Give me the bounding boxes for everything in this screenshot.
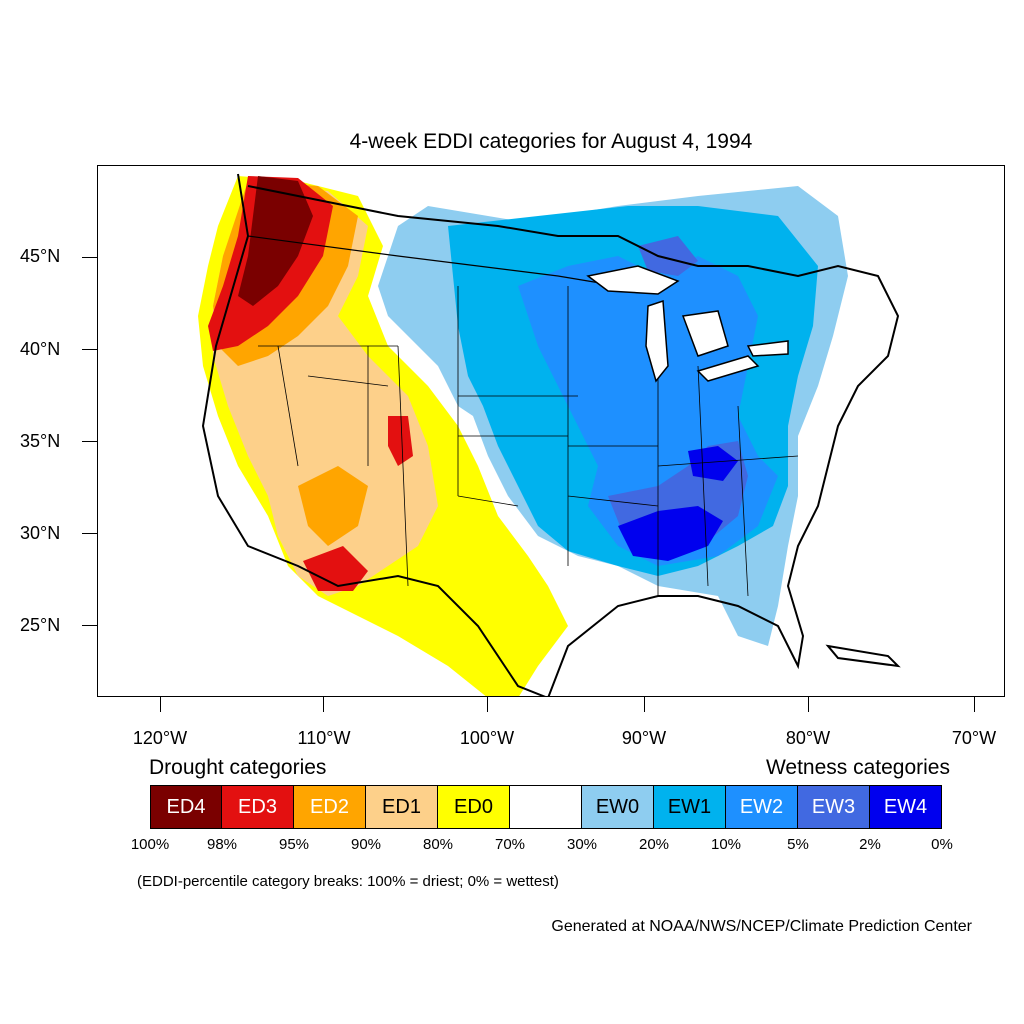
legend-break-label: 98% — [206, 836, 238, 853]
map-panel — [97, 165, 1005, 697]
drought-regions — [198, 176, 568, 696]
legend-break-label: 5% — [787, 836, 809, 853]
lon-tick — [487, 697, 488, 712]
legend-box-ew2: EW2 — [726, 785, 798, 829]
ed4-region — [238, 176, 313, 306]
lon-label-100: 100°W — [459, 728, 515, 748]
legend-break-label: 10% — [710, 836, 742, 853]
lake-superior — [586, 265, 680, 295]
lat-label-30: 30°N — [20, 523, 61, 543]
drought-heading: Drought categories — [149, 756, 327, 779]
lon-tick — [974, 697, 975, 712]
lon-label-80: 80°W — [785, 728, 831, 748]
legend-color-bar: ED4 ED3 ED2 ED1 ED0 EW0 EW1 EW2 EW3 EW4 — [150, 785, 942, 829]
legend-break-label: 80% — [422, 836, 454, 853]
lat-label-35: 35°N — [20, 431, 61, 451]
legend-break-label: 70% — [494, 836, 526, 853]
ew3-region-north — [638, 236, 698, 276]
legend-box-ed3: ED3 — [222, 785, 294, 829]
lon-tick — [160, 697, 161, 712]
lake-erie — [696, 355, 760, 382]
ew4-region — [618, 506, 723, 561]
legend-break-label: 100% — [130, 836, 170, 853]
legend-box-neutral — [510, 785, 582, 829]
legend-box-ed4: ED4 — [150, 785, 222, 829]
ew4-region-tn — [688, 446, 738, 481]
wetness-heading: Wetness categories — [765, 756, 950, 779]
ed3-region-co — [388, 416, 413, 466]
ed2-region-nm — [298, 466, 368, 546]
legend-box-ed0: ED0 — [438, 785, 510, 829]
legend-break-label: 0% — [931, 836, 953, 853]
lat-tick — [82, 257, 97, 258]
legend-break-label: 20% — [638, 836, 670, 853]
lat-label-45: 45°N — [20, 246, 61, 266]
legend-box-ed2: ED2 — [294, 785, 366, 829]
legend-box-ew3: EW3 — [798, 785, 870, 829]
lon-tick — [323, 697, 324, 712]
legend-break-label: 90% — [350, 836, 382, 853]
legend-note: (EDDI-percentile category breaks: 100% =… — [137, 873, 559, 890]
lake-michigan — [645, 299, 669, 383]
lat-label-40: 40°N — [20, 339, 61, 359]
cuba-outline — [825, 644, 901, 668]
legend-box-ew1: EW1 — [654, 785, 726, 829]
eddi-map — [198, 173, 901, 696]
lat-tick — [82, 533, 97, 534]
state-lines — [258, 286, 799, 597]
legend-box-ew4: EW4 — [870, 785, 942, 829]
legend-break-label: 2% — [859, 836, 881, 853]
ed3-region-az — [303, 546, 368, 591]
lat-tick — [82, 625, 97, 626]
wetness-regions — [378, 186, 848, 646]
credit-line: Generated at NOAA/NWS/NCEP/Climate Predi… — [551, 918, 972, 935]
lon-label-90: 90°W — [621, 728, 667, 748]
lake-ontario — [746, 340, 789, 357]
legend-break-label: 95% — [278, 836, 310, 853]
lake-huron — [681, 310, 729, 357]
great-lakes — [586, 265, 789, 383]
map-title: 4-week EDDI categories for August 4, 199… — [349, 130, 753, 153]
legend-box-ed1: ED1 — [366, 785, 438, 829]
lon-label-120: 120°W — [132, 728, 188, 748]
lat-tick — [82, 441, 97, 442]
lon-tick — [808, 697, 809, 712]
lon-tick — [644, 697, 645, 712]
lon-label-110: 110°W — [297, 728, 351, 748]
lat-label-25: 25°N — [20, 615, 61, 635]
legend-break-label: 30% — [566, 836, 598, 853]
legend-box-ew0: EW0 — [582, 785, 654, 829]
us-outline — [201, 173, 900, 696]
lon-label-70: 70°W — [951, 728, 997, 748]
lat-tick — [82, 349, 97, 350]
